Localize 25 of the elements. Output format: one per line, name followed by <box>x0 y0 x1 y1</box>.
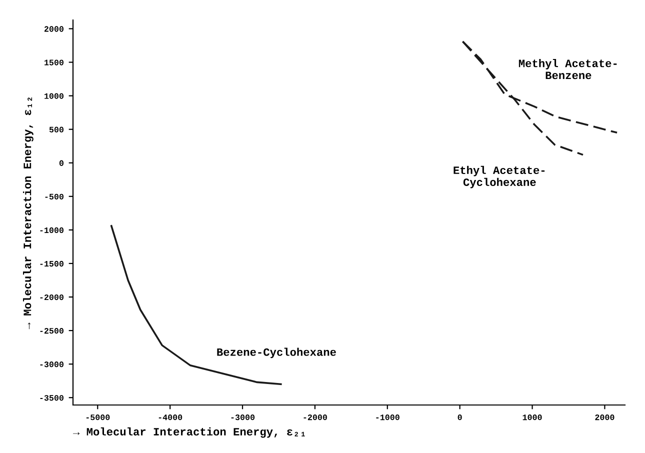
text: Ethyl Acetate- Cyclohexane <box>454 166 545 188</box>
x-axis-title: → Molecular Interaction Energy, ε₂₁ <box>73 427 305 438</box>
y-tick-label: -3000 <box>40 362 64 368</box>
x-tick-label: -3000 <box>231 414 255 420</box>
y-tick-label: 2000 <box>44 26 64 32</box>
x-tick-label: -2000 <box>304 414 327 420</box>
y-tick-label: -1500 <box>40 260 64 267</box>
y-axis-title: → Molecular Interaction Energy, ε₁₂ <box>23 98 34 330</box>
y-tick-label: -3500 <box>40 395 64 401</box>
y-tick-label: 0 <box>59 160 64 166</box>
x-tick-label: 2000 <box>595 414 614 420</box>
y-tick-label: 1000 <box>44 93 64 99</box>
y-tick-label: -1000 <box>40 227 64 234</box>
y-tick-label: -500 <box>45 194 64 200</box>
series-label: Methyl Acetate- Benzene <box>518 59 617 80</box>
y-tick-label: 1500 <box>44 60 64 66</box>
y-tick-label: -2500 <box>40 328 64 334</box>
x-tick-label: -4000 <box>158 414 182 420</box>
x-tick-label: -5000 <box>86 414 110 420</box>
y-tick-label: 500 <box>49 126 64 132</box>
y-tick-label: -2000 <box>40 294 64 300</box>
x-tick-label: 0 <box>458 414 462 420</box>
x-tick-label: 1000 <box>522 414 542 420</box>
x-tick-label: -1000 <box>376 414 400 420</box>
series-label: Bezene-Cyclohexane <box>217 348 336 358</box>
